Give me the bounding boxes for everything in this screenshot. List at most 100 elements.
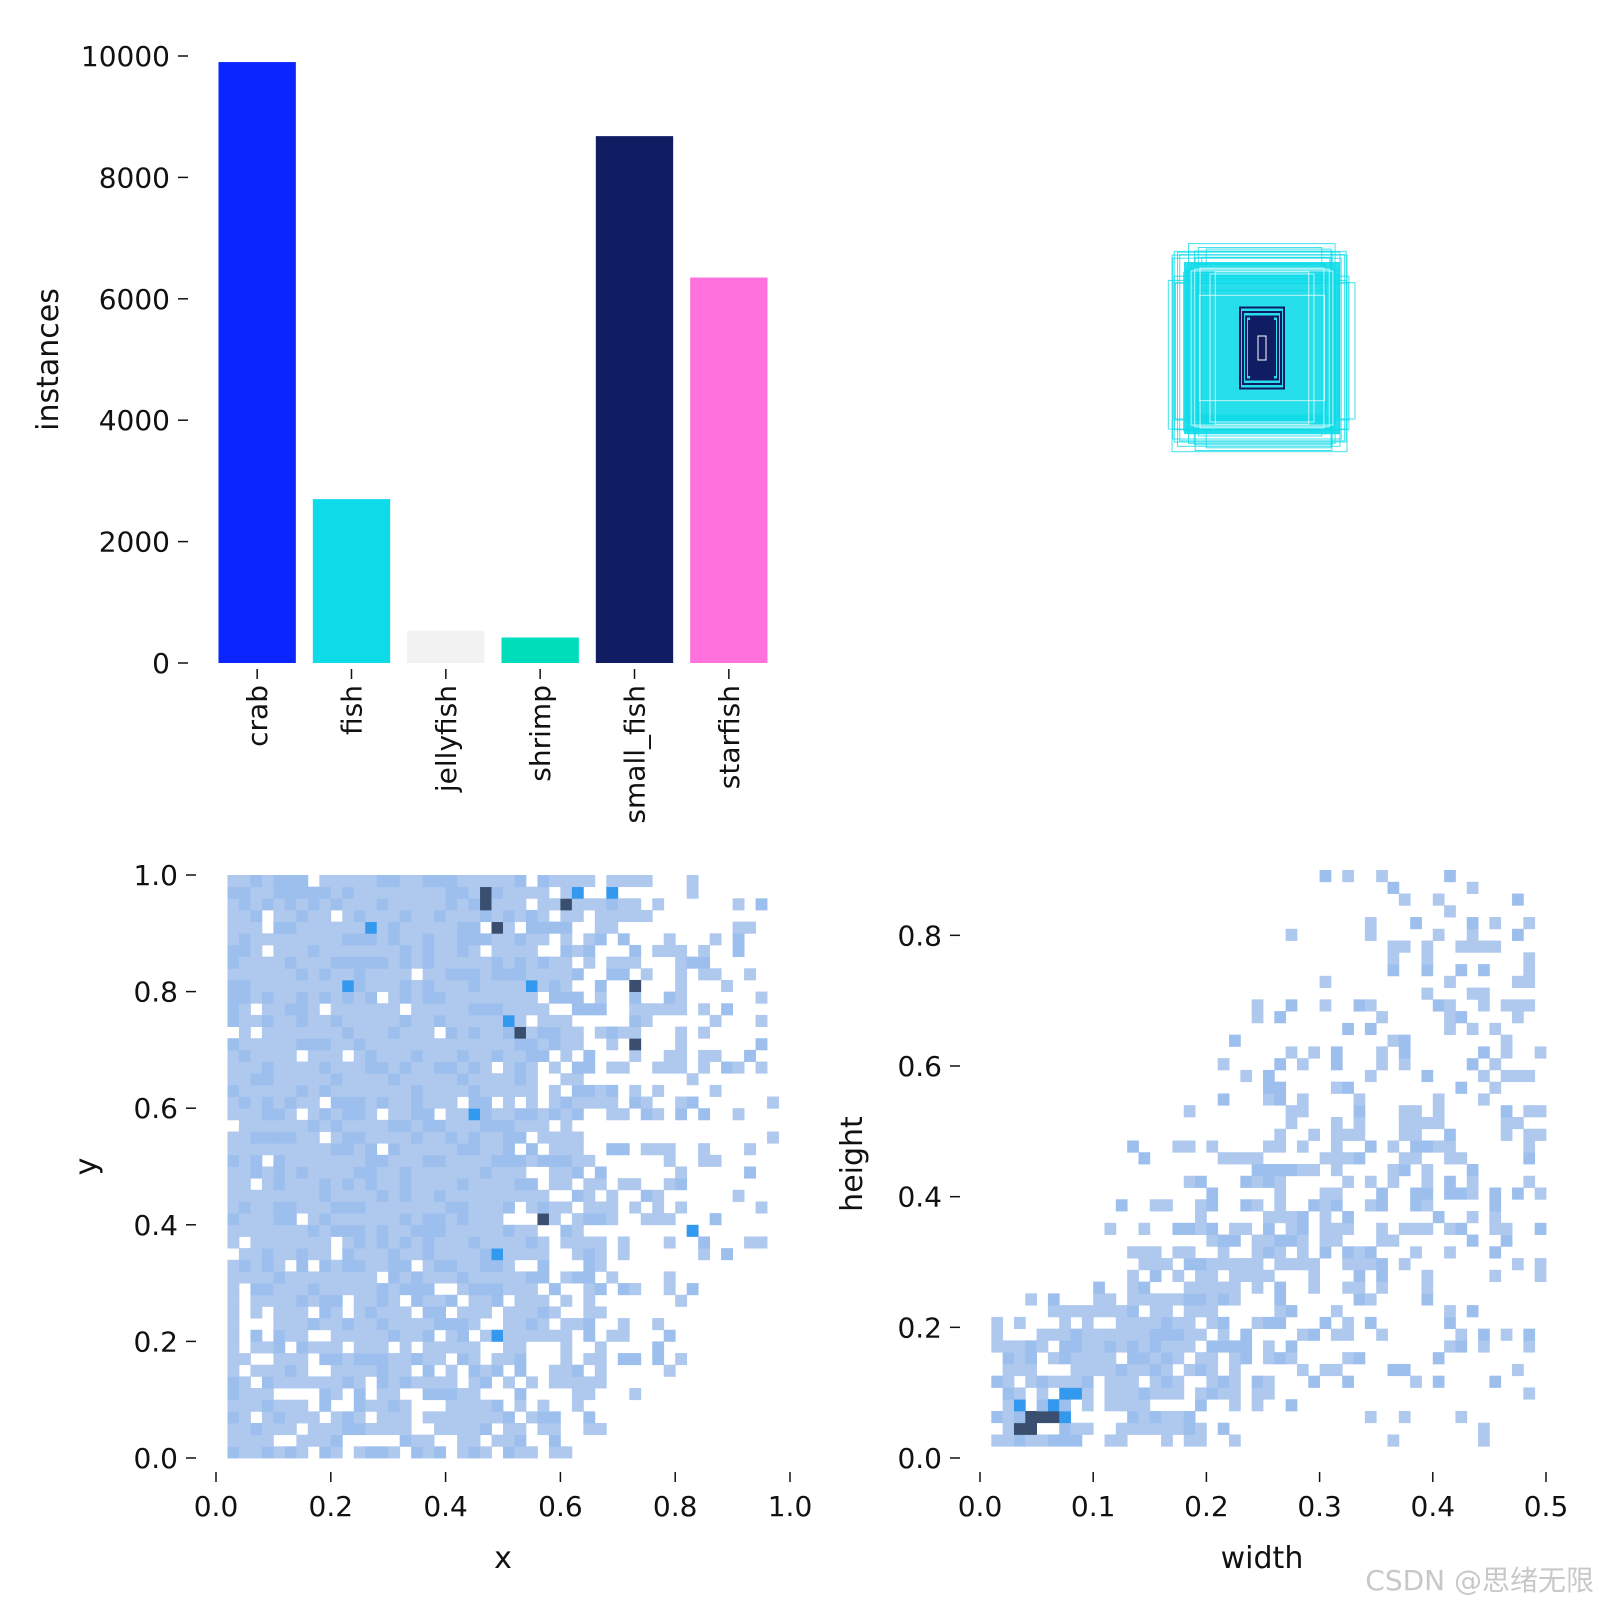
- heat-cell: [1251, 1269, 1264, 1282]
- heat-cell: [319, 1399, 332, 1412]
- heat-cell: [261, 933, 274, 946]
- heat-cell: [1138, 1399, 1151, 1412]
- heat-cell: [514, 1318, 527, 1331]
- heat-cell: [434, 1014, 446, 1027]
- heat-cell: [1093, 1293, 1105, 1306]
- heat-cell: [514, 979, 527, 992]
- heat-cell: [503, 1353, 515, 1366]
- heat-cell: [491, 933, 504, 946]
- heat-cell: [1115, 1363, 1128, 1377]
- heat-cell: [273, 968, 286, 981]
- heat-cell: [399, 1364, 412, 1377]
- heat-cell: [353, 1353, 366, 1366]
- heat-cell: [571, 944, 584, 958]
- heat-cell: [514, 1131, 527, 1144]
- heat-cell: [525, 1189, 538, 1202]
- heat-cell: [560, 1446, 573, 1459]
- heat-cell: [411, 1084, 424, 1097]
- heat-cell: [1432, 1140, 1445, 1153]
- heat-cell: [227, 1294, 240, 1307]
- heat-cell: [353, 933, 366, 946]
- heat-cell: [445, 1154, 458, 1167]
- heat-cell: [1172, 1316, 1185, 1330]
- heat-cell: [399, 991, 412, 1004]
- heat-cell: [284, 909, 297, 923]
- heat-cell: [675, 1026, 688, 1039]
- heat-cell: [296, 968, 309, 981]
- heat-cell: [445, 1166, 458, 1179]
- heat-cell: [1081, 1328, 1094, 1341]
- heat-cell: [422, 1376, 435, 1389]
- heat-cell: [514, 1434, 527, 1447]
- heat-cell: [296, 1248, 309, 1261]
- heat-cell: [617, 933, 630, 946]
- heat-cell: [480, 1143, 492, 1156]
- heat-cell: [1183, 1305, 1196, 1318]
- heat-cell: [468, 1143, 481, 1156]
- heat-cell: [411, 1119, 424, 1132]
- heat-cell: [1342, 1352, 1354, 1365]
- large-box: [1186, 274, 1339, 417]
- heat-cell: [548, 1201, 561, 1214]
- heat-cell: [1149, 1363, 1162, 1377]
- heat-cell: [560, 944, 573, 958]
- heat-cell: [330, 1143, 343, 1156]
- heat-cell: [422, 1329, 435, 1342]
- heat-cell: [434, 1236, 446, 1249]
- heat-cell: [652, 1084, 665, 1097]
- heat-cell: [537, 1154, 550, 1167]
- heat-cell: [353, 1143, 366, 1156]
- heat-cell: [399, 1014, 412, 1027]
- heat-cell: [238, 1049, 251, 1062]
- heat-cell: [353, 1154, 366, 1167]
- heat-cell: [342, 1166, 355, 1179]
- heat-cell: [1342, 1328, 1354, 1341]
- heat-cell: [422, 1038, 435, 1051]
- heat-cell: [548, 1026, 561, 1039]
- heat-cell: [376, 1026, 389, 1039]
- heat-cell: [376, 909, 389, 923]
- heat-cell: [571, 1364, 584, 1377]
- heat-cell: [1002, 1352, 1015, 1365]
- x-tick-label-shrimp: shrimp: [524, 685, 557, 782]
- heat-cell: [514, 1178, 527, 1191]
- heat-cell: [1376, 870, 1388, 883]
- heat-cell: [1206, 1387, 1219, 1400]
- heat-cell: [399, 875, 412, 888]
- heat-cell: [1183, 1410, 1196, 1424]
- heat-cell: [227, 875, 240, 888]
- heat-cell: [296, 1259, 309, 1272]
- heat-cell: [307, 1341, 320, 1354]
- heat-cell: [273, 1049, 286, 1062]
- heat-cell: [399, 898, 412, 911]
- heat-cell: [319, 909, 332, 923]
- heat-cell: [1296, 1093, 1309, 1106]
- heat-cell: [1070, 1434, 1083, 1447]
- heat-cell: [250, 921, 263, 934]
- heat-cell: [663, 1049, 676, 1062]
- heat-cell: [1115, 1387, 1128, 1400]
- heat-cell: [399, 1283, 412, 1296]
- heat-cell: [606, 1143, 619, 1156]
- heat-cell: [698, 968, 711, 981]
- heat-cell: [525, 1108, 538, 1121]
- heat-cell: [250, 1329, 263, 1342]
- heat-cell: [491, 1294, 504, 1307]
- heat-cell: [537, 909, 550, 923]
- heat-cell: [1240, 1175, 1253, 1188]
- heat-cell: [571, 1213, 584, 1226]
- heat-cell: [238, 1026, 251, 1039]
- heat-cell: [1353, 1152, 1366, 1165]
- heat-cell: [503, 979, 515, 992]
- heat-cell: [1421, 1293, 1434, 1306]
- heat-cell: [1444, 1305, 1456, 1318]
- heat-cell: [388, 875, 401, 888]
- highlight-box: [1194, 268, 1330, 428]
- heat-cell: [755, 1061, 768, 1074]
- heat-cell: [548, 1283, 561, 1296]
- heat-cell: [330, 886, 343, 899]
- heat-cell: [537, 1026, 550, 1039]
- heat-cell: [1353, 1105, 1366, 1118]
- heat-cell: [273, 1259, 286, 1272]
- heat-cell: [261, 1049, 274, 1062]
